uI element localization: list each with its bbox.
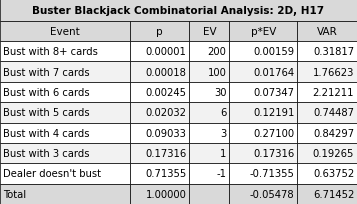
Bar — [130, 123, 190, 143]
Text: Buster Blackjack Combinatorial Analysis: 2D, H17: Buster Blackjack Combinatorial Analysis:… — [32, 6, 325, 16]
Text: 0.01764: 0.01764 — [253, 67, 294, 77]
Bar — [190, 22, 229, 42]
Bar — [297, 82, 357, 103]
Bar — [229, 62, 297, 82]
Text: EV: EV — [203, 27, 216, 37]
Text: p*EV: p*EV — [251, 27, 276, 37]
Text: 1.00000: 1.00000 — [146, 189, 187, 199]
Text: 0.31817: 0.31817 — [313, 47, 354, 57]
Bar — [297, 143, 357, 163]
Text: 0.74487: 0.74487 — [313, 108, 354, 118]
Bar — [0, 22, 130, 42]
Text: -1: -1 — [216, 169, 226, 178]
Text: 0.09033: 0.09033 — [146, 128, 187, 138]
Text: 0.17316: 0.17316 — [253, 148, 294, 158]
Bar — [229, 163, 297, 184]
Bar — [0, 123, 130, 143]
Text: 30: 30 — [214, 88, 226, 98]
Bar — [297, 62, 357, 82]
Text: p: p — [156, 27, 163, 37]
Text: 0.71355: 0.71355 — [145, 169, 187, 178]
Bar — [190, 143, 229, 163]
Text: -0.71355: -0.71355 — [250, 169, 294, 178]
Text: 0.19265: 0.19265 — [313, 148, 354, 158]
Text: Bust with 4 cards: Bust with 4 cards — [3, 128, 89, 138]
Bar — [190, 82, 229, 103]
Text: 0.84297: 0.84297 — [313, 128, 354, 138]
Bar — [130, 103, 190, 123]
Text: 6: 6 — [220, 108, 226, 118]
Bar — [130, 143, 190, 163]
Text: Total: Total — [3, 189, 26, 199]
Bar — [229, 103, 297, 123]
Text: Bust with 3 cards: Bust with 3 cards — [3, 148, 89, 158]
Bar — [297, 103, 357, 123]
Text: 0.63752: 0.63752 — [313, 169, 354, 178]
Text: 0.00001: 0.00001 — [146, 47, 187, 57]
Bar — [190, 103, 229, 123]
Bar — [229, 22, 297, 42]
Text: VAR: VAR — [317, 27, 337, 37]
Text: 2.21211: 2.21211 — [313, 88, 354, 98]
Text: 6.71452: 6.71452 — [313, 189, 354, 199]
Text: Bust with 7 cards: Bust with 7 cards — [3, 67, 90, 77]
Bar — [130, 82, 190, 103]
Text: Bust with 6 cards: Bust with 6 cards — [3, 88, 90, 98]
Bar — [130, 22, 190, 42]
Text: 1.76623: 1.76623 — [313, 67, 354, 77]
Bar — [0, 42, 130, 62]
Bar — [0, 143, 130, 163]
Bar — [0, 62, 130, 82]
Bar — [0, 163, 130, 184]
Bar — [0, 0, 357, 22]
Bar — [0, 82, 130, 103]
Bar — [229, 143, 297, 163]
Bar — [130, 184, 190, 204]
Text: Bust with 5 cards: Bust with 5 cards — [3, 108, 90, 118]
Bar — [297, 184, 357, 204]
Text: 0.00159: 0.00159 — [253, 47, 294, 57]
Bar — [297, 22, 357, 42]
Text: Dealer doesn't bust: Dealer doesn't bust — [3, 169, 101, 178]
Text: 0.07347: 0.07347 — [253, 88, 294, 98]
Bar — [190, 42, 229, 62]
Bar — [130, 163, 190, 184]
Bar — [229, 123, 297, 143]
Bar — [297, 42, 357, 62]
Text: -0.05478: -0.05478 — [250, 189, 294, 199]
Bar — [190, 184, 229, 204]
Text: 0.17316: 0.17316 — [145, 148, 187, 158]
Text: 0.27100: 0.27100 — [253, 128, 294, 138]
Text: Bust with 8+ cards: Bust with 8+ cards — [3, 47, 98, 57]
Bar — [297, 123, 357, 143]
Bar — [229, 184, 297, 204]
Bar — [130, 62, 190, 82]
Bar — [0, 184, 130, 204]
Bar — [190, 123, 229, 143]
Text: 3: 3 — [220, 128, 226, 138]
Text: 1: 1 — [220, 148, 226, 158]
Bar — [0, 103, 130, 123]
Bar — [190, 62, 229, 82]
Bar — [190, 163, 229, 184]
Bar — [229, 82, 297, 103]
Bar — [229, 42, 297, 62]
Text: Event: Event — [50, 27, 80, 37]
Text: 0.00018: 0.00018 — [146, 67, 187, 77]
Text: 0.00245: 0.00245 — [146, 88, 187, 98]
Text: 100: 100 — [208, 67, 226, 77]
Bar — [130, 42, 190, 62]
Text: 0.12191: 0.12191 — [253, 108, 294, 118]
Text: 200: 200 — [208, 47, 226, 57]
Bar — [297, 163, 357, 184]
Text: 0.02032: 0.02032 — [146, 108, 187, 118]
